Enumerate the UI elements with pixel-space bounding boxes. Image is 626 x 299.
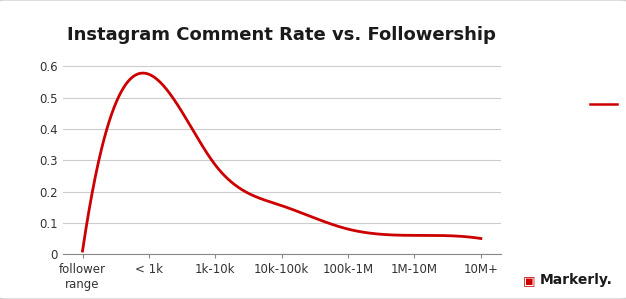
Legend: Series1: Series1 — [585, 94, 626, 117]
Text: Markerly.: Markerly. — [540, 273, 613, 287]
Text: ▣: ▣ — [523, 274, 535, 287]
Title: Instagram Comment Rate vs. Followership: Instagram Comment Rate vs. Followership — [67, 26, 496, 44]
